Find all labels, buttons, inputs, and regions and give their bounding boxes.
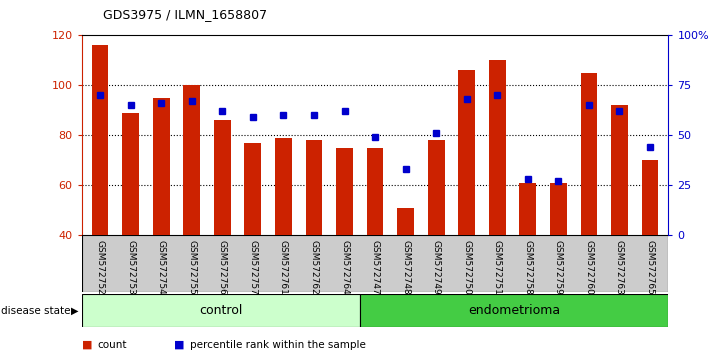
Bar [122,113,139,235]
Text: GSM572761: GSM572761 [279,240,288,295]
Text: GSM572764: GSM572764 [340,240,349,295]
Bar [183,85,201,235]
Text: GSM572762: GSM572762 [309,240,319,295]
Bar [611,105,628,235]
Bar [489,61,506,235]
Text: control: control [199,304,242,317]
Bar [153,98,170,235]
Bar [82,294,360,327]
Text: percentile rank within the sample: percentile rank within the sample [190,340,365,350]
Bar [245,143,261,235]
Text: GSM572748: GSM572748 [401,240,410,295]
Text: GSM572756: GSM572756 [218,240,227,295]
Text: GSM572749: GSM572749 [432,240,441,295]
Text: GSM572765: GSM572765 [646,240,655,295]
Bar [428,141,444,235]
Text: GSM572763: GSM572763 [615,240,624,295]
Text: GSM572757: GSM572757 [248,240,257,295]
Text: endometrioma: endometrioma [468,304,560,317]
Text: GSM572751: GSM572751 [493,240,502,295]
Bar [214,120,230,235]
Bar [367,148,383,235]
Bar [397,208,414,235]
Bar [641,160,658,235]
Text: GDS3975 / ILMN_1658807: GDS3975 / ILMN_1658807 [103,8,267,21]
Text: GSM572758: GSM572758 [523,240,533,295]
Bar [580,73,597,235]
Text: disease state: disease state [1,306,70,316]
Text: GSM572753: GSM572753 [126,240,135,295]
Text: ■: ■ [174,340,185,350]
Text: GSM572754: GSM572754 [156,240,166,295]
Text: GSM572750: GSM572750 [462,240,471,295]
Text: GSM572760: GSM572760 [584,240,594,295]
Bar [550,183,567,235]
Text: ■: ■ [82,340,92,350]
Bar [360,294,668,327]
Bar [82,235,668,292]
Bar [275,138,292,235]
Text: ▶: ▶ [70,306,78,316]
Text: GSM572752: GSM572752 [95,240,105,295]
Bar [92,45,109,235]
Text: GSM572747: GSM572747 [370,240,380,295]
Bar [520,183,536,235]
Bar [459,70,475,235]
Bar [306,141,322,235]
Text: count: count [97,340,127,350]
Bar [336,148,353,235]
Text: GSM572759: GSM572759 [554,240,563,295]
Text: GSM572755: GSM572755 [187,240,196,295]
